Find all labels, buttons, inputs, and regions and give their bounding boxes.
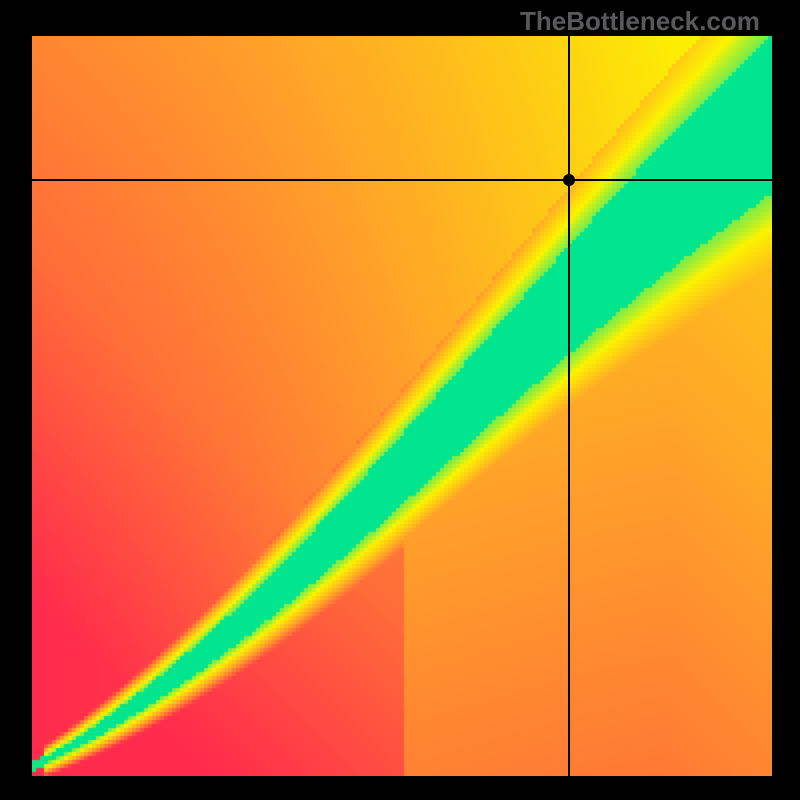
watermark-text: TheBottleneck.com	[520, 6, 760, 37]
heatmap-canvas	[32, 36, 772, 776]
chart-container: TheBottleneck.com	[0, 0, 800, 800]
crosshair-dot	[563, 174, 575, 186]
crosshair-horizontal	[32, 179, 772, 181]
crosshair-vertical	[568, 36, 570, 776]
